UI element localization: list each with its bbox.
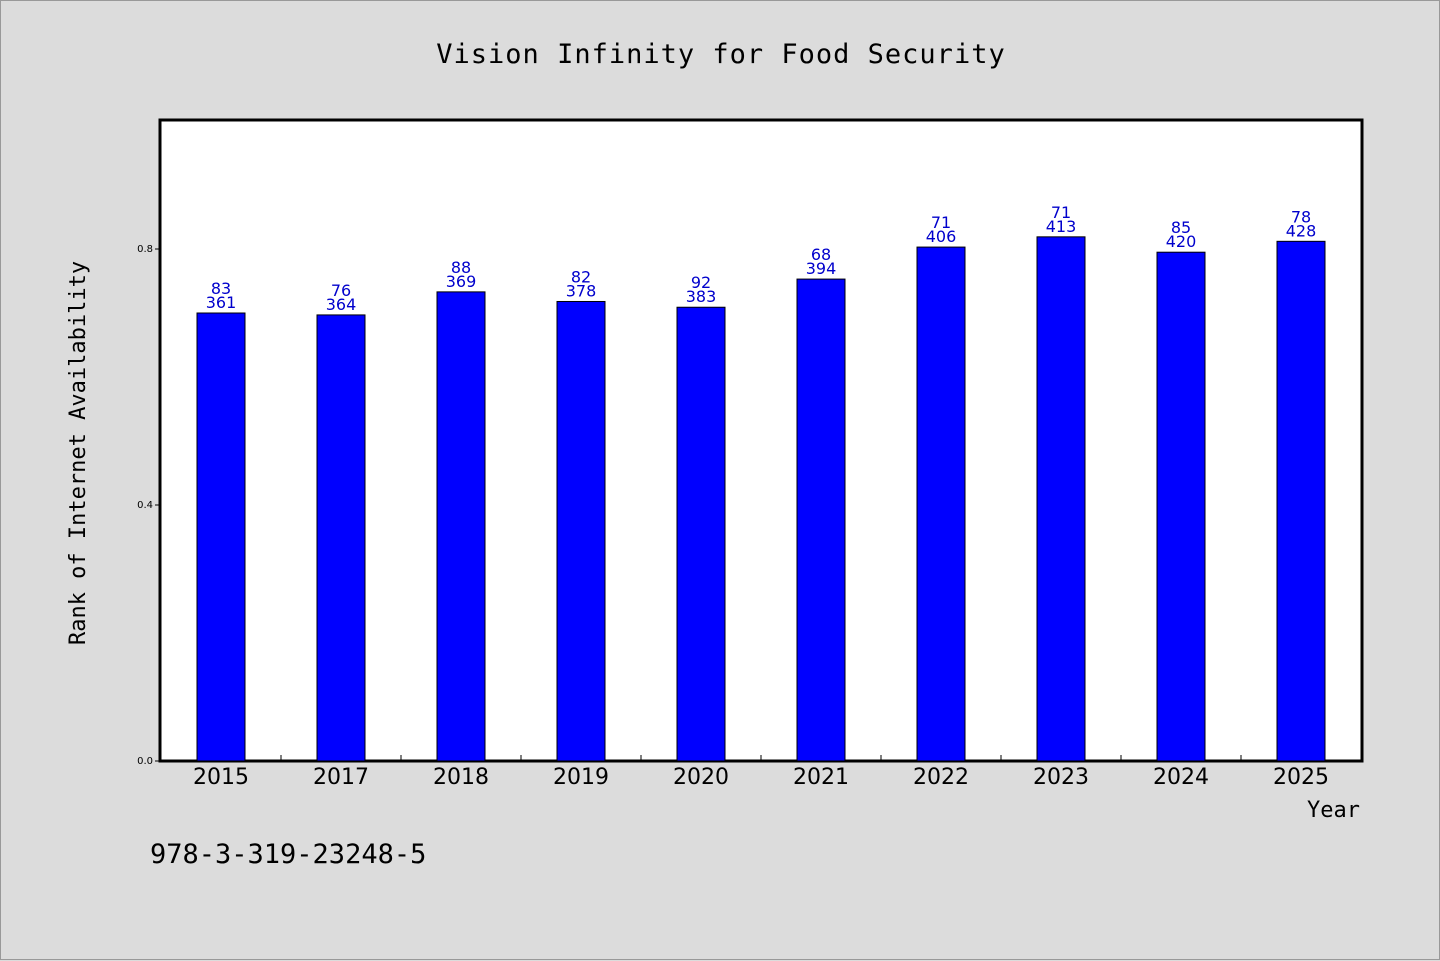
bar — [316, 314, 366, 762]
x-tick-label: 2021 — [793, 765, 849, 790]
bar — [1276, 240, 1326, 762]
bar-label-top: 83 — [211, 279, 231, 298]
bar — [916, 246, 966, 762]
bar-label-top: 78 — [1291, 207, 1311, 226]
isbn-text: 978-3-319-23248-5 — [150, 839, 426, 870]
bar-label-bottom: 420 — [1166, 232, 1197, 251]
x-tick-label: 2018 — [433, 765, 489, 790]
y-tick-label: 0.4 — [137, 500, 153, 511]
bar-label-top: 92 — [691, 273, 711, 292]
bar — [196, 312, 246, 762]
x-tick-label: 2020 — [673, 765, 729, 790]
chart-title: Vision Infinity for Food Security — [436, 39, 1005, 70]
bar — [1036, 236, 1086, 762]
y-axis-label: Rank of Internet Availability — [66, 261, 91, 645]
x-tick-label: 2024 — [1153, 765, 1209, 790]
bar-label-top: 85 — [1171, 218, 1191, 237]
bar-label-bottom: 361 — [206, 293, 237, 312]
x-tick-label: 2022 — [913, 765, 969, 790]
bar — [676, 306, 726, 762]
x-tick-label: 2017 — [313, 765, 369, 790]
bar-label-top: 71 — [931, 213, 951, 232]
bar — [556, 300, 606, 762]
bar-label-bottom: 406 — [926, 227, 957, 246]
bar — [1156, 251, 1206, 762]
x-axis-ticks: 2015 2017 2018 2019 2020 2021 2022 2023 2024 2025 — [193, 755, 1329, 790]
bar-label-bottom: 428 — [1286, 221, 1317, 240]
x-tick-label: 2025 — [1273, 765, 1329, 790]
bar — [796, 278, 846, 762]
bar — [436, 291, 486, 762]
bar-label-top: 82 — [571, 267, 591, 286]
bar-label-bottom: 364 — [326, 295, 357, 314]
x-tick-label: 2023 — [1033, 765, 1089, 790]
bar-label-bottom: 394 — [806, 259, 837, 278]
bar-label-top: 76 — [331, 281, 351, 300]
bar-label-bottom: 413 — [1046, 217, 1077, 236]
bar-label-top: 68 — [811, 245, 831, 264]
bar-label-bottom: 369 — [446, 272, 477, 291]
bars — [196, 236, 1326, 762]
y-tick-label: 0.8 — [137, 244, 153, 255]
y-tick-label: 0.0 — [137, 756, 153, 767]
x-tick-label: 2019 — [553, 765, 609, 790]
bar-label-bottom: 378 — [566, 281, 597, 300]
x-axis-label: Year — [1307, 798, 1360, 823]
x-tick-label: 2015 — [193, 765, 249, 790]
bar-label-top: 88 — [451, 258, 471, 277]
bar-label-top: 71 — [1051, 203, 1071, 222]
bar-label-bottom: 383 — [686, 287, 717, 306]
y-axis-ticks: 0.0 0.4 0.8 — [137, 244, 161, 767]
